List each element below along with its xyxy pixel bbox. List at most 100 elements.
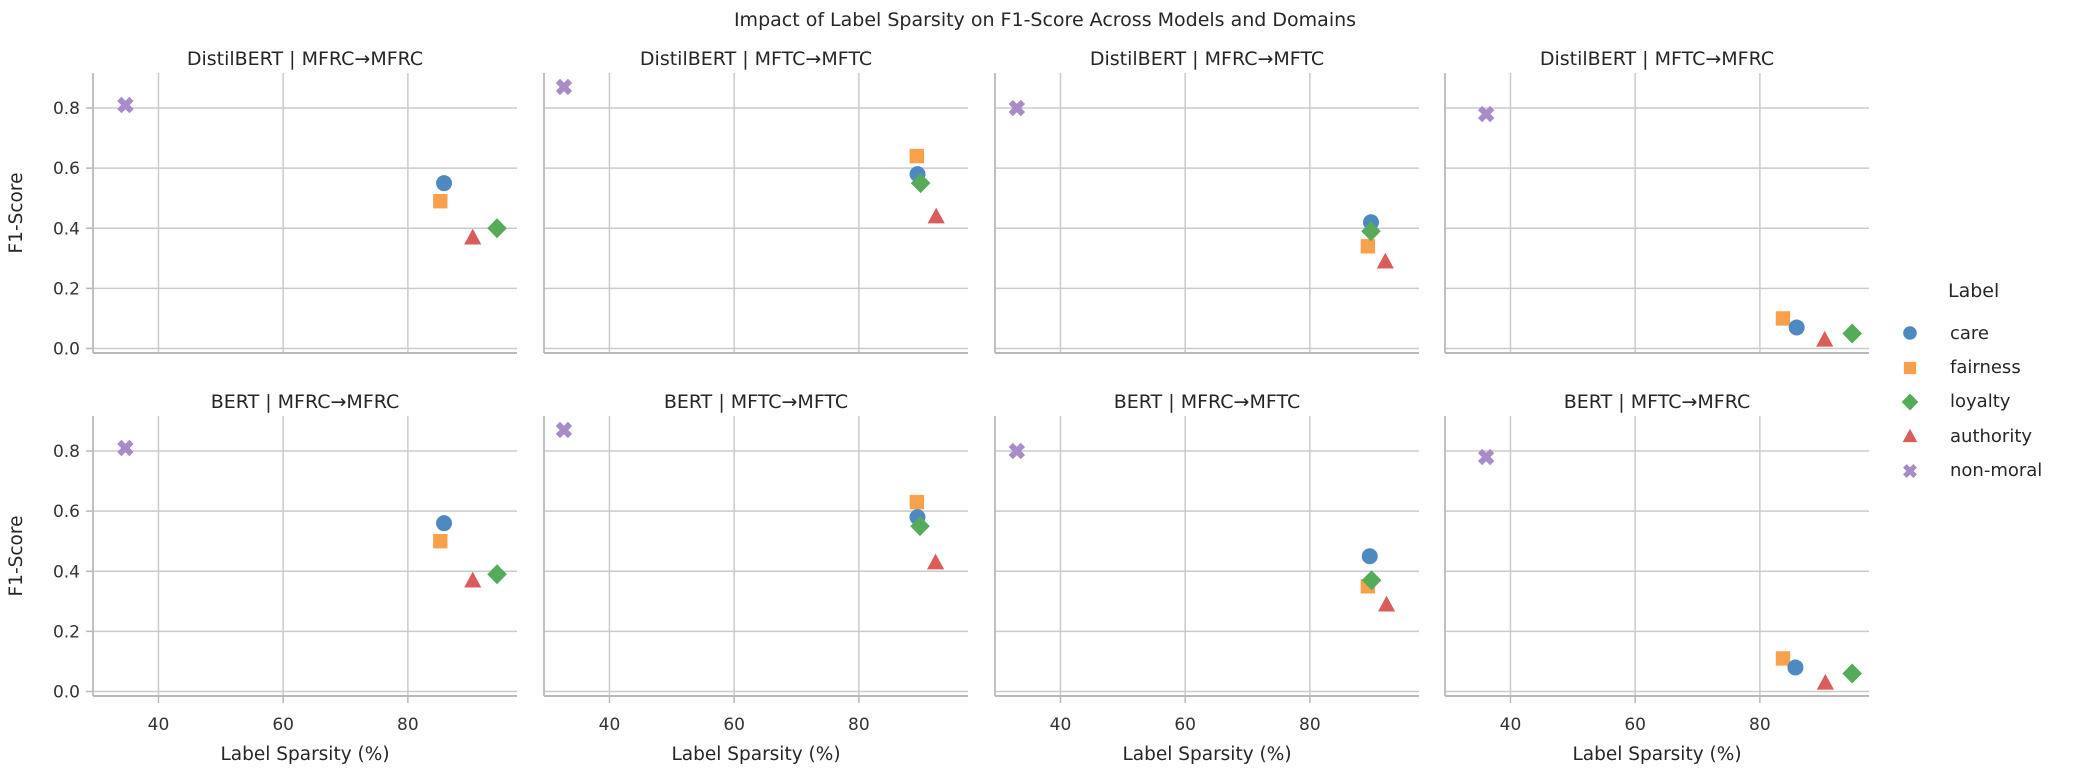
x-tick-label: 60 (1624, 715, 1646, 735)
fairness-marker-icon (1903, 361, 1917, 374)
point-care (1787, 659, 1804, 676)
point-loyalty (1842, 663, 1862, 684)
y-tick-label: 0.4 (53, 562, 80, 582)
subplot-title: BERT | MFRC→MFRC (211, 391, 400, 413)
x-tick-label: 60 (723, 715, 745, 735)
point-loyalty (1361, 570, 1382, 591)
x-axis-label: Label Sparsity (%) (671, 744, 840, 765)
point-fairness (433, 533, 448, 549)
y-tick-label: 0.0 (53, 339, 80, 359)
x-tick-label: 60 (272, 715, 294, 735)
x-tick-label: 40 (148, 715, 170, 735)
y-axis-label: F1-Score (6, 173, 27, 254)
point-authority (927, 207, 945, 224)
legend-label-non-moral: non-moral (1950, 460, 2043, 482)
legend-entry-care: care (1899, 316, 2042, 350)
x-tick-label: 60 (1174, 715, 1196, 735)
legend-label-loyalty: loyalty (1950, 391, 2011, 413)
subplot-title: DistilBERT | MFRC→MFTC (1090, 48, 1324, 70)
point-fairness (1775, 311, 1791, 326)
point-non-moral (555, 78, 573, 96)
subplot-title: DistilBERT | MFTC→MFRC (1540, 48, 1774, 70)
y-tick-label: 0.8 (53, 442, 80, 462)
y-tick-label: 0.4 (53, 219, 80, 239)
subplot-DistilBERT-MFTC→MFTC: DistilBERT | MFTC→MFTC (543, 48, 968, 354)
point-fairness (1775, 651, 1791, 666)
subplot-title: DistilBERT | MFRC→MFRC (187, 48, 423, 70)
subplot-title: BERT | MFTC→MFRC (1564, 391, 1750, 413)
authority-marker-glyph (1902, 429, 1918, 443)
x-tick-label: 80 (397, 715, 419, 735)
x-axis-label: Label Sparsity (%) (1572, 744, 1741, 765)
point-non-moral (117, 439, 134, 457)
x-tick-label: 80 (1299, 715, 1321, 735)
legend-entry-non-moral: non-moral (1899, 454, 2042, 488)
point-authority (1816, 673, 1834, 690)
y-tick-label: 0.2 (53, 622, 80, 642)
x-tick-label: 80 (1749, 715, 1771, 735)
non-moral-marker-icon (1903, 463, 1917, 478)
care-marker-icon (1903, 326, 1917, 340)
y-tick-label: 0.2 (53, 279, 80, 299)
y-axis-label: F1-Score (6, 516, 27, 597)
legend-entry-fairness: fairness (1899, 350, 2042, 384)
legend: Label care fairness loyalty authority no… (1899, 280, 2042, 488)
point-loyalty (910, 516, 930, 537)
point-fairness (909, 494, 925, 510)
y-tick-label: 0.6 (53, 502, 80, 522)
x-tick-label: 40 (1050, 715, 1072, 735)
legend-label-authority: authority (1950, 425, 2033, 447)
point-authority (1376, 252, 1394, 269)
subplot-title: BERT | MFTC→MFTC (664, 391, 848, 413)
point-fairness (909, 148, 925, 164)
point-authority (926, 553, 945, 570)
subplot-title: BERT | MFRC→MFTC (1114, 391, 1300, 413)
x-axis-label: Label Sparsity (%) (220, 744, 389, 765)
fairness-marker-glyph (1903, 361, 1917, 374)
x-tick-label: 40 (599, 715, 621, 735)
figure-title: Impact of Label Sparsity on F1-Score Acr… (733, 9, 1357, 31)
x-tick-label: 40 (1500, 715, 1522, 735)
point-care (1788, 319, 1805, 336)
subplot-BERT-MFRC→MFTC: 40 60 80 Label Sparsity (%) BERT | MFRC→MFTC (994, 391, 1419, 765)
y-tick-label: 0.0 (53, 682, 80, 702)
point-care (436, 515, 453, 532)
subplot-DistilBERT-MFRC→MFTC: DistilBERT | MFRC→MFTC (994, 48, 1419, 354)
legend-label-fairness: fairness (1950, 357, 2021, 379)
subplot-BERT-MFTC→MFTC: 40 60 80 Label Sparsity (%) BERT | MFTC→MFTC (543, 391, 968, 765)
y-tick-label: 0.6 (53, 159, 80, 179)
point-loyalty (487, 218, 507, 239)
authority-marker-icon (1902, 429, 1918, 443)
point-authority (1816, 330, 1834, 347)
point-fairness (433, 194, 448, 209)
point-loyalty (487, 564, 507, 585)
point-non-moral (1477, 448, 1495, 466)
point-non-moral (1477, 105, 1495, 123)
point-loyalty (1842, 323, 1862, 344)
y-tick-label: 0.8 (53, 99, 80, 119)
point-loyalty (1361, 221, 1381, 242)
point-non-moral (1008, 99, 1026, 117)
subplot-title: DistilBERT | MFTC→MFTC (640, 48, 872, 70)
legend-entry-loyalty: loyalty (1899, 385, 2042, 419)
point-authority (464, 571, 482, 588)
loyalty-marker-glyph (1901, 393, 1919, 411)
legend-title: Label (1948, 280, 2000, 302)
subplot-DistilBERT-MFTC→MFRC: DistilBERT | MFTC→MFRC (1444, 48, 1869, 354)
point-non-moral (1008, 442, 1026, 460)
subplot-DistilBERT-MFRC→MFRC: 0.0 0.2 0.4 0.6 0.8 DistilBERT | MFRC→MFRC (53, 48, 517, 359)
point-non-moral (117, 96, 134, 114)
legend-label-care: care (1950, 322, 1990, 344)
legend-entry-authority: authority (1899, 419, 2042, 453)
point-care (436, 175, 453, 192)
point-loyalty (910, 173, 931, 194)
subplot-BERT-MFRC→MFRC: 0.0 0.2 0.4 0.6 0.8 40 60 80 Label Sparsity (%) B… (53, 391, 517, 765)
point-care (1361, 548, 1378, 565)
point-authority (464, 228, 482, 245)
point-non-moral (555, 421, 573, 439)
subplot-BERT-MFTC→MFRC: 40 60 80 Label Sparsity (%) BERT | MFTC→MFRC (1444, 391, 1869, 765)
point-fairness (1360, 239, 1376, 254)
care-marker-glyph (1903, 326, 1917, 340)
point-authority (1377, 595, 1396, 612)
